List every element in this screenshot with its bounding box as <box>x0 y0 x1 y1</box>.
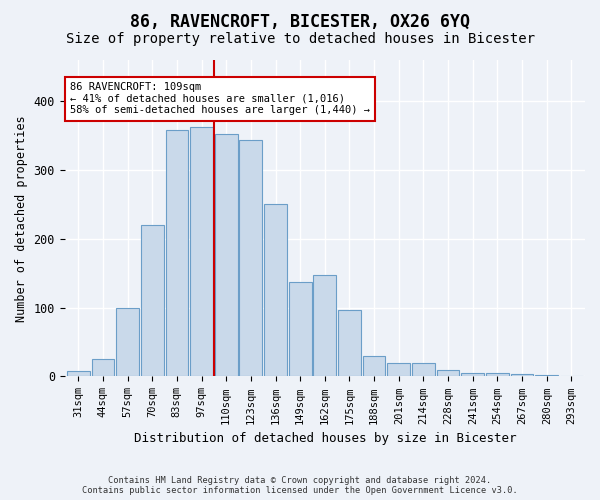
Bar <box>92 359 114 376</box>
Bar <box>338 310 361 376</box>
Bar <box>388 362 410 376</box>
Bar <box>215 134 238 376</box>
Text: Contains HM Land Registry data © Crown copyright and database right 2024.
Contai: Contains HM Land Registry data © Crown c… <box>82 476 518 495</box>
Text: 86 RAVENCROFT: 109sqm
← 41% of detached houses are smaller (1,016)
58% of semi-d: 86 RAVENCROFT: 109sqm ← 41% of detached … <box>70 82 370 116</box>
Text: Size of property relative to detached houses in Bicester: Size of property relative to detached ho… <box>65 32 535 46</box>
Bar <box>239 140 262 376</box>
Bar <box>166 130 188 376</box>
Bar <box>289 282 311 376</box>
Bar <box>412 362 435 376</box>
Bar <box>535 375 558 376</box>
Bar <box>67 371 89 376</box>
Bar <box>116 308 139 376</box>
Bar <box>437 370 460 376</box>
Bar <box>264 204 287 376</box>
Y-axis label: Number of detached properties: Number of detached properties <box>15 115 28 322</box>
Bar <box>461 373 484 376</box>
Text: 86, RAVENCROFT, BICESTER, OX26 6YQ: 86, RAVENCROFT, BICESTER, OX26 6YQ <box>130 12 470 30</box>
Bar <box>313 274 336 376</box>
Bar <box>363 356 385 376</box>
Bar <box>141 225 164 376</box>
Bar <box>190 128 213 376</box>
X-axis label: Distribution of detached houses by size in Bicester: Distribution of detached houses by size … <box>134 432 516 445</box>
Bar <box>511 374 533 376</box>
Bar <box>486 373 509 376</box>
